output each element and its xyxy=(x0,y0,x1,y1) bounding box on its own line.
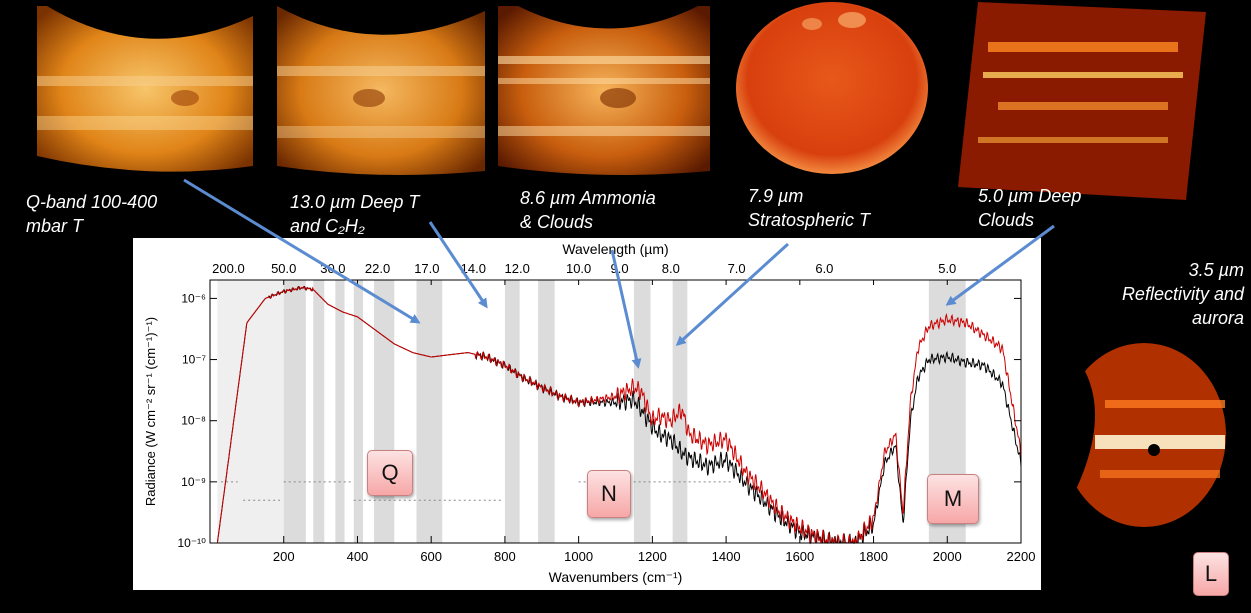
filter-band-3 xyxy=(335,280,345,543)
top-tick-label-5: 14.0 xyxy=(461,261,486,276)
filter-band-1 xyxy=(283,280,306,543)
8-6-micron-jupiter-image xyxy=(498,6,710,175)
x-tick-label-3: 800 xyxy=(494,549,516,564)
x-tick-label-2: 600 xyxy=(420,549,442,564)
x-tick-label-7: 1600 xyxy=(785,549,814,564)
deep-t-caption: 13.0 µm Deep T and C₂H₂ xyxy=(290,190,419,238)
x-tick-label-1: 400 xyxy=(347,549,369,564)
y-tick-label-3: 10⁻⁷ xyxy=(182,353,206,367)
y-tick-label-1: 10⁻⁹ xyxy=(181,475,206,489)
q-band-caption-line-1: Q-band 100-400 xyxy=(26,192,158,212)
top-tick-label-10: 7.0 xyxy=(728,261,746,276)
arrow-q-band xyxy=(183,178,421,324)
13-micron-jupiter-image xyxy=(277,6,485,175)
y-axis-label: Radiance (W cm⁻² sr⁻¹ (cm⁻¹)⁻¹) xyxy=(143,317,158,506)
top-axis-label: Wavelength (µm) xyxy=(562,241,668,257)
y-tick-label-0: 10⁻¹⁰ xyxy=(178,536,207,550)
top-tick-label-12: 5.0 xyxy=(938,261,956,276)
top-tick-label-1: 50.0 xyxy=(271,261,296,276)
stratospheric-caption-line-1: 7.9 µm xyxy=(748,186,804,206)
x-axis-label: Wavenumbers (cm⁻¹) xyxy=(549,569,683,585)
q-band-caption: Q-band 100-400 mbar T xyxy=(26,190,157,238)
y-tick-label-4: 10⁻⁶ xyxy=(181,291,206,305)
radiance-spectrum-chart: 200 400 600 800 1000 1200 1400 1600 1800 2000 2200… xyxy=(143,241,1036,585)
top-tick-label-3: 22.0 xyxy=(365,261,390,276)
plot-frame xyxy=(209,279,1022,544)
deep-clouds-caption-line-2: Clouds xyxy=(978,210,1035,230)
q-band-badge: Q xyxy=(367,450,413,496)
q-band-caption-line-2: mbar T xyxy=(26,216,84,236)
q-band-jupiter-image xyxy=(37,6,253,172)
deep-clouds-caption-line-1: 5.0 µm Deep xyxy=(978,186,1082,206)
arrow-8-6-micron xyxy=(610,249,642,369)
3-5-micron-jupiter-image xyxy=(1060,340,1226,527)
filter-band-2 xyxy=(313,280,325,543)
x-tick-label-8: 1800 xyxy=(859,549,888,564)
filter-band-6 xyxy=(416,280,443,543)
x-tick-label-10: 2200 xyxy=(1007,549,1036,564)
l-band-badge: L xyxy=(1193,552,1229,596)
arrow-5-micron xyxy=(945,224,1055,306)
ammonia-caption-line-2: & Clouds xyxy=(520,212,594,232)
top-tick-label-9: 8.0 xyxy=(662,261,680,276)
deep-t-caption-line-2: and C₂H₂ xyxy=(290,216,365,236)
top-tick-label-11: 6.0 xyxy=(815,261,833,276)
top-tick-label-2: 30.0 xyxy=(320,261,345,276)
x-tick-label-4: 1000 xyxy=(564,549,593,564)
m-band-badge: M xyxy=(927,474,979,524)
stratospheric-caption-line-2: Stratospheric T xyxy=(748,210,871,230)
filter-band-0 xyxy=(217,280,284,543)
y-tick-label-2: 10⁻⁸ xyxy=(181,414,206,428)
5-micron-jupiter-image xyxy=(958,2,1206,200)
top-tick-label-6: 12.0 xyxy=(505,261,530,276)
7-9-micron-jupiter-image xyxy=(736,2,928,174)
reflectivity-caption-line-1: 3.5 µm xyxy=(1188,260,1244,280)
x-tick-label-5: 1200 xyxy=(638,549,667,564)
chart-panel: 200 400 600 800 1000 1200 1400 1600 1800 2000 2200… xyxy=(133,238,1041,590)
arrow-13-micron xyxy=(428,221,488,309)
x-tick-label-6: 1400 xyxy=(712,549,741,564)
arrow-7-9-micron xyxy=(675,242,790,347)
reflectivity-caption-line-2: Reflectivity and xyxy=(1121,284,1244,304)
n-band-badge: N xyxy=(587,470,631,518)
deep-clouds-caption: 5.0 µm Deep Clouds xyxy=(978,184,1081,232)
deep-t-caption-line-1: 13.0 µm Deep T xyxy=(290,192,420,212)
top-tick-label-4: 17.0 xyxy=(414,261,439,276)
ammonia-caption-line-1: 8.6 µm Ammonia xyxy=(520,188,656,208)
ammonia-caption: 8.6 µm Ammonia & Clouds xyxy=(520,186,656,234)
x-tick-label-9: 2000 xyxy=(933,549,962,564)
filter-band-4 xyxy=(353,280,363,543)
filter-band-8 xyxy=(538,280,555,543)
top-tick-label-7: 10.0 xyxy=(566,261,591,276)
top-tick-label-0: 200.0 xyxy=(212,261,245,276)
reflectivity-caption: 3.5 µm Reflectivity and aurora xyxy=(1112,258,1244,330)
series-line-1 xyxy=(216,285,1022,545)
reflectivity-caption-line-3: aurora xyxy=(1191,308,1244,328)
stratospheric-caption: 7.9 µm Stratospheric T xyxy=(748,184,870,232)
x-tick-label-0: 200 xyxy=(273,549,295,564)
filter-band-7 xyxy=(504,280,520,543)
